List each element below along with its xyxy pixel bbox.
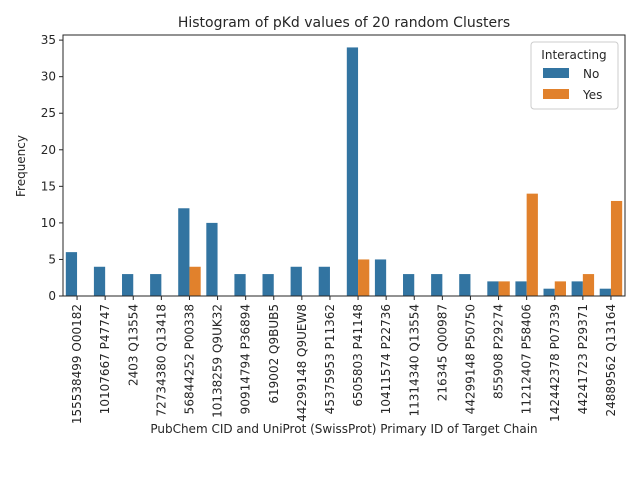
y-tick-label-6: 30 (41, 70, 56, 84)
bar-no-3 (150, 274, 162, 296)
bar-no-16 (515, 281, 527, 296)
legend-label-no: No (583, 67, 599, 81)
bar-yes-4 (189, 266, 201, 296)
bar-no-7 (262, 274, 274, 296)
x-tick-label-9: 45375953 P11362 (323, 304, 337, 414)
x-tick-label-12: 11314340 Q13554 (407, 304, 421, 417)
bar-no-4 (178, 208, 190, 296)
x-tick-label-2: 2403 Q13554 (126, 304, 140, 386)
y-axis-label: Frequency (14, 135, 28, 197)
bar-no-6 (234, 274, 246, 296)
bar-no-1 (93, 266, 106, 296)
bar-no-15 (487, 281, 499, 296)
bar-no-12 (403, 274, 415, 296)
x-tick-label-6: 90914794 P36894 (239, 304, 253, 414)
legend-swatch-yes (543, 89, 569, 99)
plot-frame (62, 34, 626, 297)
x-tick-label-13: 216345 Q00987 (435, 304, 449, 401)
bar-no-8 (290, 266, 302, 296)
bar-no-18 (571, 281, 583, 296)
bar-yes-19 (610, 200, 623, 296)
x-tick-label-8: 44299148 Q9UEW8 (295, 304, 309, 422)
y-tick-label-7: 35 (41, 33, 56, 47)
bar-no-9 (318, 266, 330, 296)
x-tick-label-4: 56844252 P00338 (182, 304, 196, 414)
legend-title: Interacting (541, 48, 606, 62)
bars-layer (65, 47, 623, 297)
y-tick-label-2: 10 (41, 216, 56, 230)
bar-no-11 (374, 259, 387, 296)
x-tick-label-3: 72734380 Q13418 (154, 304, 168, 417)
bar-no-5 (206, 222, 218, 296)
y-tick-label-4: 20 (41, 143, 56, 157)
x-axis: 155538499 O00182 10107667 P47747 2403 Q135… (70, 296, 618, 424)
x-tick-label-7: 619002 Q9BUB5 (267, 304, 281, 404)
legend: Interacting No Yes (530, 41, 619, 110)
y-tick-label-3: 15 (41, 179, 56, 193)
y-tick-label-1: 5 (48, 252, 56, 266)
x-tick-label-19: 24889562 Q13164 (604, 304, 618, 417)
bar-yes-15 (498, 281, 510, 296)
x-tick-label-15: 855908 P29274 (492, 304, 506, 399)
bar-yes-16 (526, 193, 538, 296)
bar-yes-18 (582, 274, 595, 296)
x-tick-label-11: 10411574 P22736 (379, 304, 393, 414)
y-axis: 0 5 10 15 20 25 30 35 (41, 33, 63, 303)
chart-title: Histogram of pKd values of 20 random Clu… (178, 15, 510, 31)
x-tick-label-14: 44299148 P50750 (463, 304, 477, 414)
x-axis-label: PubChem CID and UniProt (SwissProt) Prim… (150, 422, 537, 436)
x-tick-label-0: 155538499 O00182 (70, 304, 84, 424)
x-tick-label-5: 10138259 Q9UK32 (211, 304, 225, 418)
legend-swatch-no (543, 68, 569, 78)
bar-no-19 (599, 288, 611, 296)
x-tick-label-17: 142442378 P07339 (548, 304, 562, 422)
bar-no-13 (431, 274, 443, 296)
x-tick-label-16: 11212407 P58406 (520, 304, 534, 414)
y-tick-label-5: 25 (41, 106, 56, 120)
bar-no-10 (346, 47, 359, 297)
bar-no-0 (65, 252, 78, 296)
y-tick-label-0: 0 (48, 289, 56, 303)
bar-no-2 (122, 274, 134, 296)
x-tick-label-18: 44241723 P29371 (576, 304, 590, 414)
bar-no-17 (543, 288, 555, 296)
bar-yes-10 (358, 259, 370, 296)
bar-no-14 (459, 274, 471, 296)
x-tick-label-1: 10107667 P47747 (98, 304, 112, 414)
bar-yes-17 (554, 281, 566, 296)
legend-label-yes: Yes (582, 88, 602, 102)
x-tick-label-10: 6505803 P41148 (351, 304, 365, 407)
